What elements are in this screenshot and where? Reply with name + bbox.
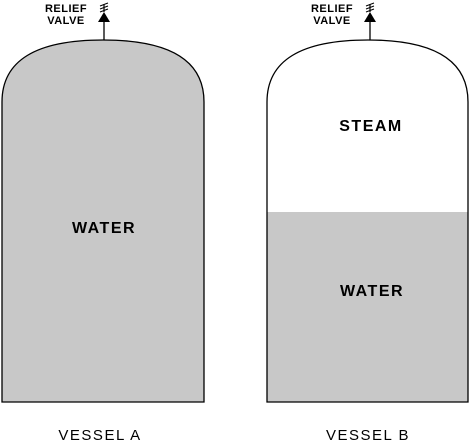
vessel-b-water-fill [267, 212, 468, 402]
vessel-a-content-label: WATER [72, 220, 136, 237]
vessel-b-valve-label-line1: RELIEF [311, 3, 353, 15]
vessel-b-valve-label-line2: VALVE [313, 15, 351, 27]
vessel-b-relief-valve-icon [364, 2, 376, 22]
vessel-b: RELIEF VALVE STEAM WATER VESSEL B [266, 2, 469, 443]
vessel-a-valve-label-line2: VALVE [47, 15, 85, 27]
vessel-a: RELIEF VALVE WATER VESSEL A [1, 2, 205, 443]
vessel-b-outline [266, 39, 469, 403]
vessel-a-water-fill [1, 39, 205, 403]
vessel-b-water-label: WATER [340, 283, 404, 300]
vessel-a-valve-label-line1: RELIEF [45, 3, 87, 15]
vessel-a-name: VESSEL A [58, 427, 141, 443]
vessel-a-relief-valve-icon [98, 2, 110, 22]
vessel-b-name: VESSEL B [326, 427, 410, 443]
vessel-b-steam-label: STEAM [339, 118, 403, 135]
